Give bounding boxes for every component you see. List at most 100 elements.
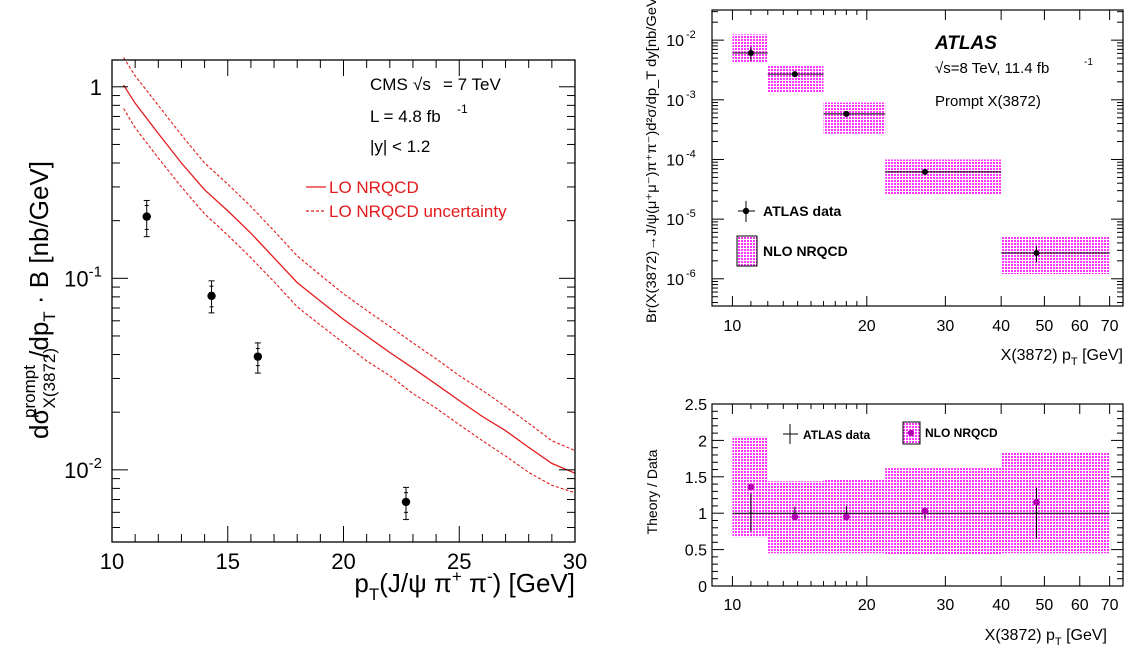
cms-ylabel-dsigma: dσ [24,408,54,439]
cms-xlabel-end: ) [GeV] [493,568,575,598]
atlas-x-tick-label: 40 [992,318,1010,335]
ratio-x-axis-label: X(3872) pT [GeV] [985,627,1107,646]
atlas-data-point [843,110,850,117]
atlas-legend-data-marker [742,207,750,215]
ratio-xlabel-end: [GeV] [1062,627,1107,644]
cms-x-tick-label: 15 [216,549,240,574]
atlas-y-tick-exp: -5 [686,208,696,220]
atlas-x-tick-label: 60 [1071,318,1089,335]
ratio-xlabel-sub: T [1055,636,1062,646]
cms-y-tick-label: 10-2 [64,455,102,483]
ratio-nlo-point [921,507,929,515]
cms-sqrt-s: √s [413,75,431,94]
ratio-legend-data-label: ATLAS data [803,428,870,442]
atlas-x-tick-label: 70 [1101,318,1119,335]
cms-rapidity: |y| < 1.2 [370,137,430,156]
atlas-xlabel-text: X(3872) p [1001,347,1071,364]
cms-xlabel-pi2: π [462,568,487,598]
cms-legend-label-lo: LO NRQCD [329,178,419,197]
cms-y-tick-exp: -2 [89,455,102,472]
atlas-experiment-label: ATLAS [934,33,997,54]
atlas-y-axis-label: Br(X(3872)→J/ψ(μ⁺μ⁻)π⁺π⁻)d²σ/dp_T dy[nb/… [643,0,659,323]
atlas-xlabel-end: [GeV] [1078,347,1123,364]
atlas-y-tick-label: 10 [666,33,684,50]
cms-plot-frame [111,59,576,543]
ratio-y-tick-label: 1.5 [685,470,707,487]
ratio-x-tick-label: 40 [992,597,1010,614]
cms-x-tick-label: 25 [447,549,471,574]
atlas-x-axis-label: X(3872) pT [GeV] [1001,347,1123,368]
atlas-xlabel-sub: T [1071,356,1078,368]
lo-nrqcd-curve [123,84,576,474]
atlas-process-label: Prompt X(3872) [935,93,1041,110]
ratio-nlo-point [747,483,755,491]
ratio-ticks: 10 20 30 40 50 60 70 0 0.5 1 1.5 2 2.5 [685,397,1123,614]
ratio-nlo-point [842,513,850,521]
cms-lumi-exp: -1 [457,102,468,116]
ratio-x-tick-label: 30 [936,597,954,614]
ratio-plot-frame [711,403,1124,587]
ratio-x-tick-label: 70 [1101,597,1119,614]
ratio-x-tick-label: 10 [724,597,742,614]
cms-data-point [401,497,411,507]
nlo-nrqcd-band [1001,236,1110,275]
nlo-nrqcd-band [823,102,886,134]
cms-data-point [142,212,151,221]
atlas-energy-label: √s=8 TeV, 11.4 fb [935,60,1049,77]
cms-xlabel-sup1: + [452,567,462,586]
cms-ylabel-sup: prompt [20,365,39,418]
atlas-nlo-bands [732,34,1110,275]
cms-y-tick-label: 1 [90,75,102,100]
ratio-y-tick-label: 2.5 [685,397,707,414]
cms-ylabel-sub2: T [40,311,59,321]
atlas-y-tick-label: 10 [666,272,684,289]
ratio-y-tick-label: 0 [698,579,707,596]
atlas-y-tick-exp: -3 [686,89,696,101]
atlas-y-tick-label: 10 [666,152,684,169]
atlas-y-tick-label: 10 [666,212,684,229]
cms-y-tick-exp: -1 [89,263,102,280]
ratio-x-tick-label: 50 [1036,597,1054,614]
atlas-y-tick-exp: -2 [686,29,696,41]
ratio-xlabel-text: X(3872) p [985,627,1055,644]
ratio-nlo-band [823,478,886,554]
cms-xlabel-sub: T [369,585,379,604]
cms-data-point [253,352,263,361]
ratio-data-points [747,483,1040,539]
ratio-y-tick-label: 2 [698,433,707,450]
ratio-x-tick-label: 60 [1071,597,1089,614]
cms-energy-value: = 7 TeV [443,75,501,94]
cms-y-axis-label: dσX(3872)prompt /dpT · B [nb/GeV] [20,161,59,439]
ratio-legend-nlo-marker [907,429,915,437]
cms-lumi: L = 4.8 fb [370,107,441,126]
cms-x-tick-label: 20 [331,549,355,574]
atlas-legend-data-label: ATLAS data [763,203,842,219]
cms-data-points [142,199,411,521]
atlas-plot-frame [711,9,1124,307]
atlas-x-tick-label: 50 [1036,318,1054,335]
lo-nrqcd-lower-curve [123,108,576,494]
cms-xlabel-sup2: - [487,567,493,586]
cms-x-axis-label: pT(J/ψ π+ π-) [GeV] [354,567,575,604]
ratio-nlo-point [1033,498,1040,506]
ratio-legend-nlo-label: NLO NRQCD [925,426,998,440]
nlo-nrqcd-band [732,34,768,63]
ratio-y-tick-label: 0.5 [685,543,707,560]
atlas-x-tick-label: 30 [936,318,954,335]
cms-xlabel-text: (J/ψ π [379,568,452,598]
atlas-data-points [732,46,1110,263]
ratio-nlo-band [1001,452,1110,554]
cms-xlabel-p: p [354,568,368,598]
lo-nrqcd-upper-curve [123,57,576,452]
cms-y-tick-base: 1 [90,75,102,100]
atlas-legend-nlo-label: NLO NRQCD [763,243,848,259]
atlas-x-tick-label: 20 [858,318,876,335]
cms-y-tick-label: 10-1 [64,263,102,291]
nlo-nrqcd-band [885,159,1002,195]
atlas-data-point [791,71,798,78]
